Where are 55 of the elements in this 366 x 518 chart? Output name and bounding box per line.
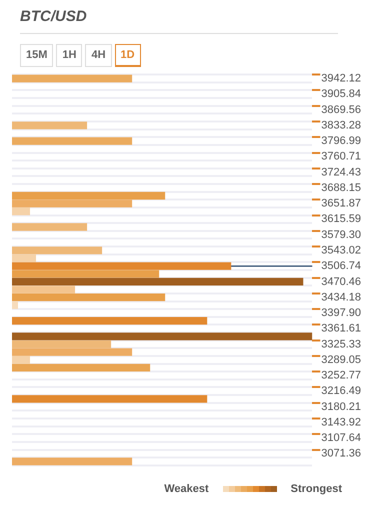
tab-button: 1H — [56, 44, 82, 67]
y-tick-label: 3543.02 — [321, 244, 362, 256]
bar — [12, 270, 160, 278]
bar — [12, 458, 132, 466]
bar — [12, 246, 102, 254]
bar — [12, 340, 112, 348]
y-tick-label: 3252.77 — [321, 370, 362, 382]
y-tick-label: 3796.99 — [321, 135, 362, 148]
bar — [12, 286, 76, 294]
bar — [12, 74, 132, 82]
y-tick-label: 3833.28 — [321, 119, 362, 132]
y-tick-label: 3869.56 — [321, 104, 362, 116]
y-tick-label: 3942.12 — [321, 72, 362, 85]
y-tick-label: 3107.64 — [321, 432, 362, 444]
tab-button: 15M — [20, 44, 54, 67]
y-tick-label: 3180.21 — [321, 400, 362, 413]
chart-title: BTC/USD — [20, 8, 88, 25]
bar — [12, 262, 232, 270]
y-tick-label: 3325.33 — [321, 338, 362, 350]
text: Strongest — [290, 483, 342, 495]
bar — [12, 332, 312, 340]
y-tick-label: 3579.30 — [321, 228, 362, 241]
y-tick-label: 3724.43 — [321, 166, 362, 178]
bar — [12, 364, 150, 372]
bar — [12, 294, 166, 302]
y-tick-label: 3434.18 — [321, 291, 362, 304]
bar — [12, 278, 304, 286]
y-tick-label: 3361.61 — [321, 322, 362, 335]
tab-button: 4H — [85, 44, 112, 67]
bar — [12, 200, 132, 208]
y-tick-label: 3615.59 — [321, 213, 362, 226]
bar — [12, 254, 36, 262]
y-tick-label: 3397.90 — [321, 307, 362, 320]
bar — [12, 223, 88, 231]
y-tick-label: 3688.15 — [321, 182, 362, 194]
bar — [12, 356, 30, 364]
bar — [12, 137, 132, 145]
y-tick-label: 3651.87 — [321, 198, 362, 210]
y-tick-label: 3071.36 — [321, 448, 362, 460]
bar — [12, 192, 166, 200]
bar — [12, 122, 88, 130]
bar — [12, 208, 30, 216]
y-tick-label: 3905.84 — [321, 88, 362, 100]
y-tick-label: 3216.49 — [321, 385, 362, 398]
text: Weakest — [164, 483, 209, 495]
tab-button: 1D — [114, 44, 141, 67]
bar — [12, 301, 18, 309]
bar — [12, 395, 208, 403]
y-tick-label: 3289.05 — [321, 354, 362, 366]
y-tick-label: 3470.46 — [321, 276, 362, 288]
y-tick-label: 3506.74 — [321, 260, 362, 272]
bar — [12, 348, 132, 356]
y-tick-label: 3143.92 — [321, 416, 362, 428]
bar — [12, 316, 208, 325]
y-tick-label: 3760.71 — [321, 150, 362, 163]
